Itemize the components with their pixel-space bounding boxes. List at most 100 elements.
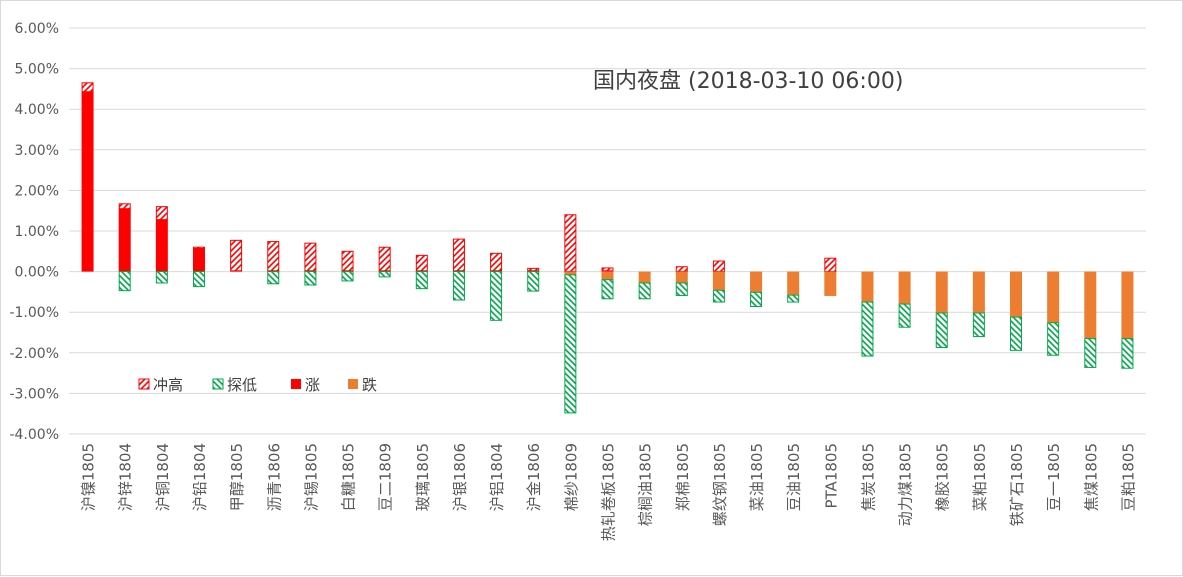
bar-high [675, 266, 688, 273]
bar-high [118, 203, 131, 210]
legend-label: 跌 [362, 376, 377, 394]
bar-low [1121, 338, 1134, 369]
legend: 冲高 探低 涨 跌 [138, 376, 377, 394]
bar-low [750, 291, 763, 308]
bar-low [1010, 316, 1023, 351]
bar-rise [81, 91, 94, 272]
bar-fall [750, 271, 763, 293]
x-tick-label: 白糖1805 [340, 443, 358, 511]
x-tick-label: 棉纱1809 [562, 443, 580, 511]
bar-low [192, 271, 205, 288]
legend-swatch [138, 378, 150, 390]
x-tick-label: 豆油1805 [785, 443, 803, 511]
x-tick-label: 沪铜1804 [154, 443, 172, 511]
x-tick-label: 棕榈油1805 [637, 443, 655, 526]
bar-low [712, 289, 725, 303]
x-tick-label: 沪铅1804 [191, 443, 209, 511]
y-tick-label: -3.00% [9, 386, 59, 402]
bar-high [155, 206, 168, 221]
bar-high [712, 260, 725, 273]
bar-high [601, 267, 614, 272]
bar-low [267, 271, 280, 285]
chart-title: 国内夜盘 (2018-03-10 06:00) [593, 69, 903, 94]
x-tick-label: 豆粕1805 [1119, 443, 1137, 511]
bar-low [490, 271, 503, 321]
x-tick-label: 橡胶1805 [934, 443, 952, 511]
x-tick-label: 郑棉1805 [674, 443, 692, 511]
bar-high [81, 82, 94, 93]
bar-low [564, 274, 577, 414]
x-tick-label: 动力煤1805 [897, 443, 915, 526]
y-tick-label: 1.00% [15, 224, 59, 240]
bar-low [972, 312, 985, 338]
bar-low [341, 271, 354, 282]
y-tick-label: 5.00% [15, 62, 59, 78]
bar-high [452, 238, 465, 272]
bar-high [564, 214, 577, 273]
x-tick-label: 沪银1806 [451, 443, 469, 511]
x-tick-label: 菜油1805 [748, 443, 766, 511]
bar-low [1084, 338, 1097, 368]
y-tick-label: 2.00% [15, 183, 59, 199]
bar-high [378, 246, 391, 272]
bar-fall [1121, 271, 1134, 339]
bar-fall [564, 271, 577, 275]
x-tick-label: 焦炭1805 [859, 443, 877, 511]
bar-fall [824, 271, 837, 296]
y-tick-label: -1.00% [9, 305, 59, 321]
y-tick-label: 0.00% [15, 265, 59, 281]
bar-low [935, 312, 948, 349]
legend-swatch [212, 378, 224, 390]
x-tick-label: PTA1805 [822, 443, 840, 508]
legend-swatch [291, 379, 301, 389]
y-tick-label: -4.00% [9, 427, 59, 443]
y-axis-tick-labels: 6.00% 5.00% 4.00% 3.00% 2.00% 1.00% 0.00% -1.00… [9, 21, 59, 443]
x-tick-label: 豆一1805 [1045, 443, 1063, 511]
bar-high [490, 252, 503, 272]
legend-label: 探低 [227, 376, 257, 394]
legend-label: 冲高 [153, 376, 183, 394]
y-tick-label: -2.00% [9, 346, 59, 362]
bar-fall [1084, 271, 1097, 339]
x-tick-label: 沪铝1804 [488, 443, 506, 511]
bar-fall [1010, 271, 1023, 318]
bar-high [824, 257, 837, 273]
x-tick-label: 铁矿石1805 [1008, 443, 1026, 526]
bar-low [527, 271, 540, 292]
y-tick-label: 4.00% [15, 102, 59, 118]
bar-low [675, 282, 688, 297]
bar-high [527, 267, 540, 272]
bar-fall [935, 271, 948, 314]
x-tick-label: 沥青1806 [265, 443, 283, 511]
bar-rise [155, 219, 168, 272]
x-tick-label: 沪镍1805 [80, 443, 98, 511]
bar-high [267, 241, 280, 272]
legend-swatch [348, 379, 358, 389]
x-tick-label: 甲醇1805 [228, 443, 246, 511]
bars [81, 82, 1134, 414]
y-tick-label: 6.00% [15, 21, 59, 37]
x-axis-tick-labels: 沪镍1805 沪锌1804 沪铜1804 沪铅1804 甲醇1805 沥青1806 沪锡18… [80, 443, 1138, 541]
bar-low [155, 271, 168, 284]
legend-label: 涨 [305, 376, 320, 394]
bar-high [192, 246, 205, 249]
bar-low [1047, 322, 1060, 356]
bar-low [415, 271, 428, 290]
x-tick-label: 玻璃1805 [414, 443, 432, 511]
bar-low [378, 271, 391, 278]
bar-rise [192, 248, 205, 272]
bar-fall [601, 271, 614, 280]
bar-fall [787, 271, 800, 296]
x-tick-label: 热轧卷板1805 [600, 443, 618, 541]
bar-low [601, 279, 614, 300]
bar-fall [972, 271, 985, 314]
x-tick-label: 沪锡1805 [302, 443, 320, 511]
bar-high [304, 242, 317, 272]
bar-rise [118, 208, 131, 272]
bar-low [118, 271, 131, 292]
bar-fall [675, 271, 688, 283]
x-tick-label: 沪锌1804 [117, 443, 135, 511]
bar-high [415, 254, 428, 272]
x-tick-label: 沪金1806 [525, 443, 543, 511]
bar-fall [861, 271, 874, 303]
